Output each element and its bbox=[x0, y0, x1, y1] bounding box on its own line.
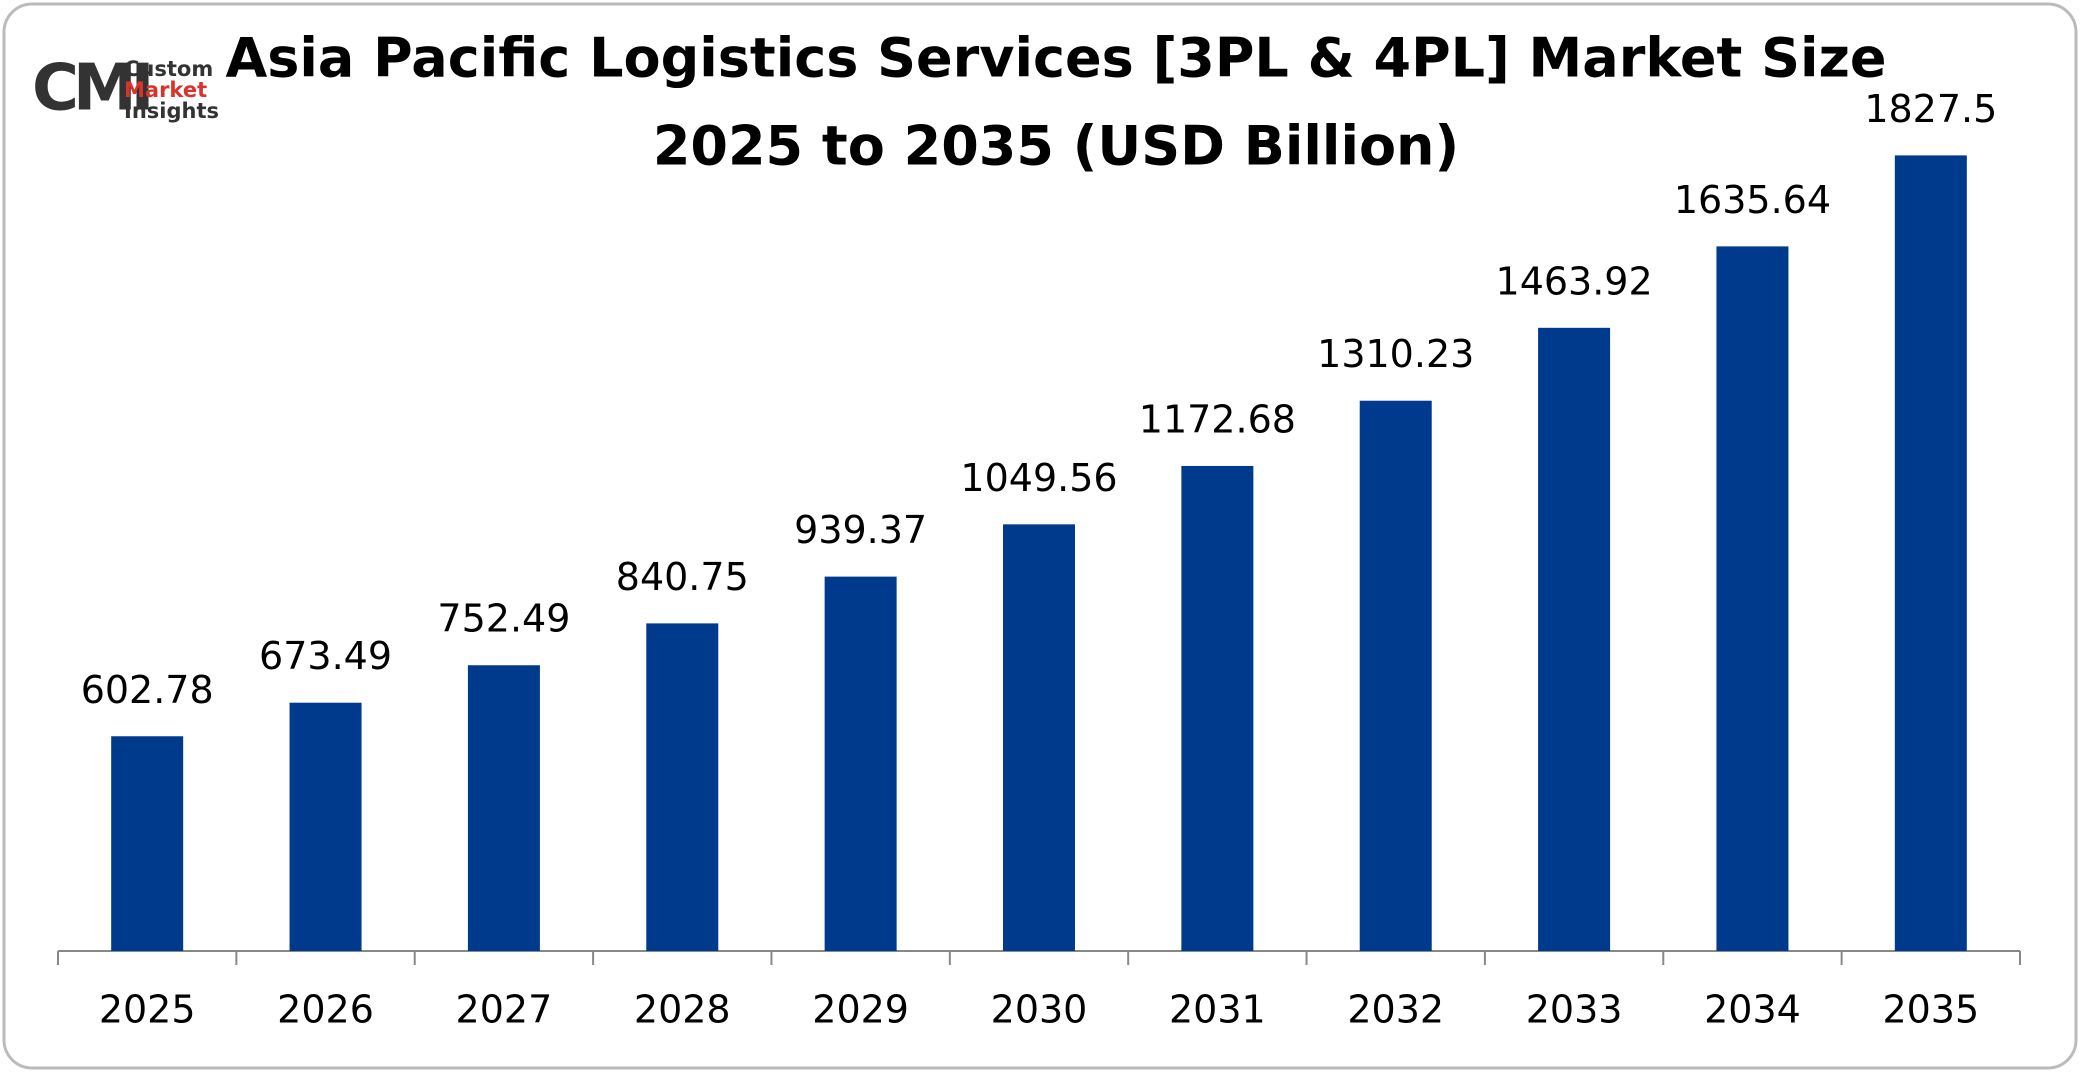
x-tick-label: 2025 bbox=[99, 988, 196, 1032]
x-tick-label: 2035 bbox=[1882, 988, 1979, 1032]
bar bbox=[1716, 246, 1789, 951]
x-tick-label: 2030 bbox=[991, 988, 1088, 1032]
chart-title: 2025 to 2035 (USD Billion) bbox=[653, 115, 1459, 178]
x-tick-label: 2034 bbox=[1704, 988, 1801, 1032]
bar bbox=[1538, 327, 1611, 951]
bar bbox=[467, 665, 540, 951]
bar bbox=[1181, 465, 1254, 951]
x-tick-label: 2029 bbox=[812, 988, 909, 1032]
data-label: 602.78 bbox=[81, 668, 214, 712]
data-label: 1463.92 bbox=[1496, 259, 1653, 303]
x-tick-label: 2028 bbox=[634, 988, 731, 1032]
logo: CMI Custom Market Insights bbox=[32, 52, 219, 126]
data-label: 673.49 bbox=[259, 634, 392, 678]
data-label: 939.37 bbox=[794, 508, 927, 552]
x-tick-label: 2027 bbox=[456, 988, 553, 1032]
x-tick-label: 2033 bbox=[1526, 988, 1623, 1032]
x-tick-label: 2031 bbox=[1169, 988, 1266, 1032]
data-label: 1310.23 bbox=[1317, 332, 1474, 376]
logo-mark: CMI bbox=[32, 52, 149, 126]
data-label: 840.75 bbox=[616, 555, 749, 599]
data-label: 1827.5 bbox=[1864, 87, 1997, 131]
data-label: 1635.64 bbox=[1674, 178, 1831, 222]
logo-text: Market bbox=[124, 78, 207, 102]
bar bbox=[824, 576, 897, 951]
data-label: 1172.68 bbox=[1139, 397, 1296, 441]
bar bbox=[1894, 155, 1967, 951]
bar bbox=[1003, 524, 1075, 951]
logo-text: Insights bbox=[124, 99, 219, 123]
logo-text: Custom bbox=[124, 57, 213, 81]
data-label: 752.49 bbox=[437, 597, 570, 641]
data-label: 1049.56 bbox=[960, 456, 1117, 500]
x-tick-label: 2032 bbox=[1347, 988, 1444, 1032]
bar bbox=[111, 736, 184, 951]
bar bbox=[646, 623, 719, 951]
chart-title: Asia Pacific Logistics Services [3PL & 4… bbox=[225, 27, 1886, 90]
bar bbox=[1359, 400, 1432, 951]
bar bbox=[289, 702, 362, 951]
x-tick-label: 2026 bbox=[277, 988, 374, 1032]
